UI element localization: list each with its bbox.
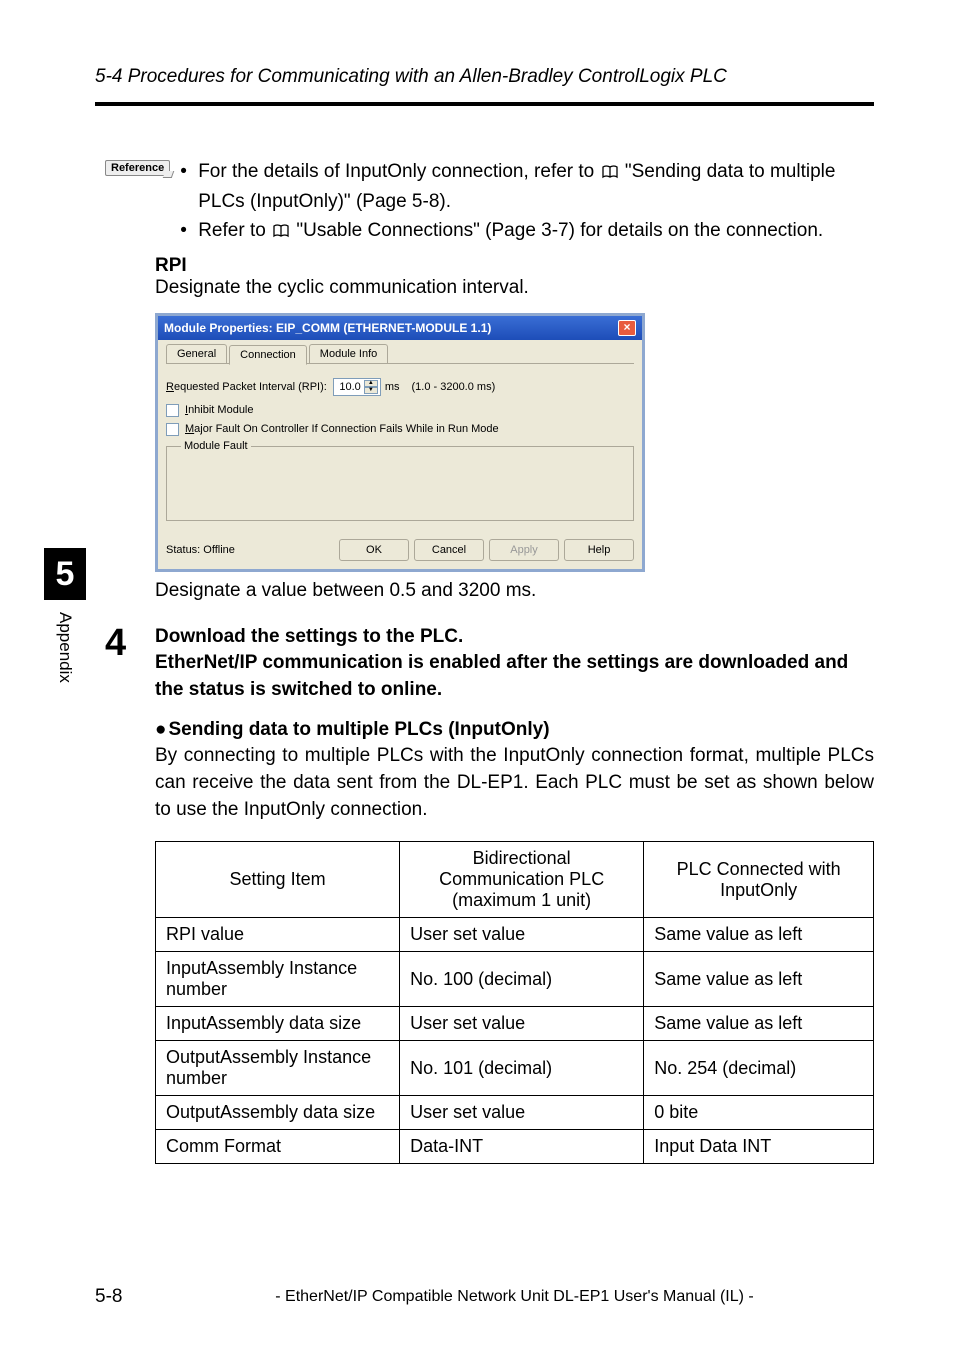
page-number: 5-8 bbox=[95, 1286, 155, 1308]
header-rule bbox=[95, 102, 874, 106]
table-header: Bidirectional Communication PLC (maximum… bbox=[400, 842, 644, 918]
module-properties-dialog: Module Properties: EIP_COMM (ETHERNET-MO… bbox=[155, 313, 645, 572]
reference-badge: Reference bbox=[105, 160, 170, 176]
book-icon bbox=[602, 160, 618, 188]
rpi-range: (1.0 - 3200.0 ms) bbox=[411, 381, 495, 393]
rpi-field-row: Requested Packet Interval (RPI): 10.0 ▲ … bbox=[166, 378, 634, 396]
bullet-link: "Usable Connections" bbox=[296, 220, 480, 241]
fieldset-legend: Module Fault bbox=[181, 440, 251, 452]
tab-general[interactable]: General bbox=[166, 344, 227, 363]
table-row: OutputAssembly Instance numberNo. 101 (d… bbox=[156, 1041, 874, 1096]
side-tab: 5 Appendix bbox=[44, 548, 86, 683]
ok-button[interactable]: OK bbox=[339, 539, 409, 561]
rpi-spinner[interactable]: 10.0 ▲ ▼ bbox=[333, 378, 381, 396]
dialog-titlebar: Module Properties: EIP_COMM (ETHERNET-MO… bbox=[158, 316, 642, 340]
book-icon bbox=[273, 219, 289, 247]
module-fault-fieldset: Module Fault bbox=[166, 446, 634, 521]
bullet-marker: • bbox=[180, 158, 198, 215]
spinner-up-icon[interactable]: ▲ bbox=[364, 380, 378, 387]
bullet-marker: • bbox=[180, 217, 198, 247]
table-header: Setting Item bbox=[156, 842, 400, 918]
dialog-tabs: General Connection Module Info bbox=[166, 344, 634, 364]
help-button[interactable]: Help bbox=[564, 539, 634, 561]
bullet-text-pre: Refer to bbox=[198, 220, 271, 241]
rpi-value: 10.0 bbox=[339, 381, 360, 393]
rpi-unit: ms bbox=[385, 381, 400, 393]
spinner-down-icon[interactable]: ▼ bbox=[364, 387, 378, 394]
fault-row: Major Fault On Controller If Connection … bbox=[166, 423, 634, 436]
bullet-item: • Refer to "Usable Connections" (Page 3-… bbox=[180, 217, 874, 247]
sending-paragraph: By connecting to multiple PLCs with the … bbox=[155, 743, 874, 823]
bullet-text-pre: For the details of InputOnly connection,… bbox=[198, 161, 599, 182]
reference-block: Reference • For the details of InputOnly… bbox=[105, 158, 874, 249]
page-header: 5-4 Procedures for Communicating with an… bbox=[0, 0, 954, 106]
tab-connection[interactable]: Connection bbox=[229, 345, 307, 365]
rpi-field-label: Requested Packet Interval (RPI): bbox=[166, 381, 327, 393]
bullet-text-post: (Page 3-7) for details on the connection… bbox=[480, 220, 823, 241]
apply-button[interactable]: Apply bbox=[489, 539, 559, 561]
page-footer: 5-8 - EtherNet/IP Compatible Network Uni… bbox=[0, 1286, 954, 1308]
step-number: 4 bbox=[105, 624, 155, 1165]
table-row: Comm FormatData-INTInput Data INT bbox=[156, 1130, 874, 1164]
inhibit-checkbox[interactable] bbox=[166, 404, 179, 417]
rpi-heading: RPI bbox=[155, 255, 874, 277]
table-row: RPI valueUser set valueSame value as lef… bbox=[156, 918, 874, 952]
tab-module-info[interactable]: Module Info bbox=[309, 344, 388, 363]
cancel-button[interactable]: Cancel bbox=[414, 539, 484, 561]
dialog-title: Module Properties: EIP_COMM (ETHERNET-MO… bbox=[164, 321, 491, 335]
side-chapter-num: 5 bbox=[44, 548, 86, 600]
footer-text: - EtherNet/IP Compatible Network Unit DL… bbox=[155, 1288, 874, 1306]
table-row: InputAssembly Instance numberNo. 100 (de… bbox=[156, 952, 874, 1007]
step-title: Download the settings to the PLC. EtherN… bbox=[155, 624, 874, 704]
inhibit-row: Inhibit Module bbox=[166, 404, 634, 417]
inhibit-label: Inhibit Module bbox=[185, 404, 254, 416]
table-header: PLC Connected with InputOnly bbox=[644, 842, 874, 918]
sending-heading: Sending data to multiple PLCs (InputOnly… bbox=[155, 719, 874, 741]
settings-table: Setting Item Bidirectional Communication… bbox=[155, 841, 874, 1164]
bullet-item: • For the details of InputOnly connectio… bbox=[180, 158, 874, 215]
status-text: Status: Offline bbox=[166, 544, 334, 556]
fault-label: Major Fault On Controller If Connection … bbox=[185, 423, 499, 435]
dialog-caption: Designate a value between 0.5 and 3200 m… bbox=[155, 580, 874, 602]
close-icon[interactable]: × bbox=[618, 320, 636, 336]
section-title: 5-4 Procedures for Communicating with an… bbox=[95, 66, 874, 88]
table-row: OutputAssembly data sizeUser set value0 … bbox=[156, 1096, 874, 1130]
side-chapter-label: Appendix bbox=[55, 612, 75, 683]
fault-checkbox[interactable] bbox=[166, 423, 179, 436]
step-4: 4 Download the settings to the PLC. Ethe… bbox=[105, 624, 874, 1165]
table-row: InputAssembly data sizeUser set valueSam… bbox=[156, 1007, 874, 1041]
rpi-description: Designate the cyclic communication inter… bbox=[155, 277, 874, 299]
dialog-footer: Status: Offline OK Cancel Apply Help bbox=[166, 521, 634, 561]
